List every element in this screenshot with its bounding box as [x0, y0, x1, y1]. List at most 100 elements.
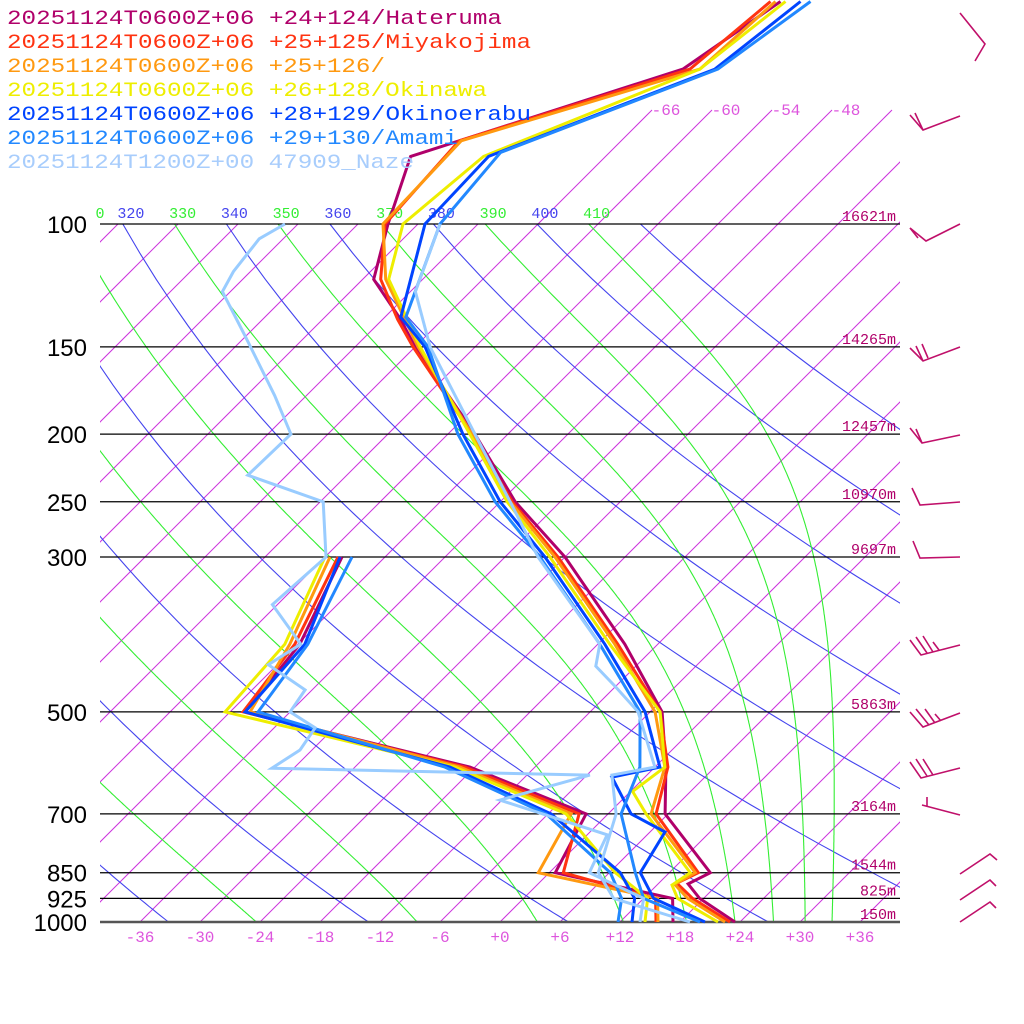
isotherm-label: -60 [712, 102, 741, 120]
isotherm-line [980, 110, 1024, 922]
temperature-trace [381, 0, 777, 924]
isotherm-label: -54 [772, 102, 801, 120]
temperature-tick-label: -30 [186, 929, 215, 947]
wind-barbs [909, 12, 998, 923]
height-label: 14265m [842, 332, 896, 349]
temperature-tick-label: +30 [786, 929, 815, 947]
wind-barb [909, 112, 961, 131]
wind-barb [909, 758, 961, 779]
legend-entry: 20251124T1200Z+00 47909_Naze [7, 152, 414, 175]
height-label: 150m [860, 907, 896, 924]
isotherm-line [100, 223, 359, 483]
isotherm-line [920, 110, 1024, 922]
theta-label: 400 [531, 206, 558, 223]
isotherms [100, 109, 1024, 923]
wind-barb [959, 878, 997, 901]
pressure-label: 250 [47, 490, 87, 517]
wind-barb [909, 427, 961, 444]
legend-entry: 20251124T0600Z+06 +28+129/Okinoerabu [7, 104, 531, 127]
isotherm-line [100, 223, 479, 603]
height-label: 825m [860, 883, 896, 900]
theta-label: 380 [428, 206, 455, 223]
dry-adiabat-line [329, 223, 900, 695]
isotherm-label: -66 [652, 102, 681, 120]
theta-label: 0 [95, 206, 104, 223]
pressure-label: 850 [47, 861, 87, 888]
wind-barb [959, 12, 986, 62]
legend-entry: 20251124T0600Z+06 +25+125/Miyakojima [7, 32, 531, 55]
pressure-label: 1000 [34, 910, 87, 937]
theta-label: 330 [169, 206, 196, 223]
legend-entry: 20251124T0600Z+06 +26+128/Okinawa [7, 80, 487, 103]
pressure-label: 700 [47, 802, 87, 829]
temperature-tick-label: -6 [430, 929, 449, 947]
isotherm-line [100, 109, 833, 843]
temperature-tick-label: +36 [846, 929, 875, 947]
dry-adiabat-line [536, 223, 900, 516]
theta-label: 360 [324, 206, 351, 223]
pressure-label: 150 [47, 335, 87, 362]
wind-barb [909, 708, 961, 728]
legend-entry: 20251124T0600Z+06 +24+124/Hateruma [7, 8, 502, 31]
isotherm-label: -48 [832, 102, 861, 120]
theta-label: 390 [480, 206, 507, 223]
wind-barb [921, 797, 961, 816]
wind-barb [959, 852, 998, 875]
temperature-trace [413, 223, 691, 924]
isotherm-line [679, 701, 900, 923]
theta-label: 340 [221, 206, 248, 223]
isotherm-line [319, 341, 900, 923]
height-label: 9697m [851, 542, 896, 559]
pressure-label: 100 [47, 212, 87, 239]
pressure-label: 925 [47, 886, 87, 913]
temperature-tick-label: -18 [306, 929, 335, 947]
temperature-trace [399, 0, 802, 924]
wind-barb [909, 223, 961, 242]
moist-adiabat-line [100, 781, 257, 923]
axis-labels: 100 16621m 150 14265m 200 12457m 250 10970m 300 9… [34, 102, 896, 947]
wind-barb [959, 900, 997, 923]
temperature-tick-label: +6 [550, 929, 569, 947]
isotherm-line [100, 109, 653, 663]
moist-adiabat-line [588, 223, 835, 922]
moist-adiabat-line [100, 274, 624, 923]
theta-label: 410 [583, 206, 610, 223]
isotherm-line [100, 109, 713, 723]
isotherm-line [100, 223, 419, 543]
pressure-label: 200 [47, 422, 87, 449]
isotherm-line [619, 641, 900, 923]
pressure-label: 500 [47, 700, 87, 727]
isotherm-line [100, 223, 299, 423]
theta-label: 320 [117, 206, 144, 223]
height-label: 12457m [842, 419, 896, 436]
temperature-trace [372, 0, 782, 924]
sounding-5 [255, 0, 812, 924]
isotherm-line [100, 223, 239, 363]
wind-barb [911, 487, 961, 506]
temperature-trace [404, 0, 812, 924]
height-label: 3164m [851, 799, 896, 816]
wind-barb [912, 540, 961, 559]
temperature-trace [387, 0, 787, 924]
height-label: 5863m [851, 697, 896, 714]
temperature-tick-label: +0 [490, 929, 509, 947]
isobars [100, 223, 900, 924]
legend: 20251124T0600Z+06 +24+124/Hateruma202511… [7, 8, 531, 175]
dewpoint-trace [255, 556, 624, 923]
isotherm-line [499, 521, 900, 923]
isotherm-line [199, 221, 900, 923]
isotherm-line [100, 109, 773, 783]
isotherm-line [439, 461, 900, 923]
legend-entry: 20251124T0600Z+06 +29+130/Amami [7, 128, 458, 151]
pressure-label: 300 [47, 545, 87, 572]
sounding-6 [220, 222, 691, 924]
isotherm-line [259, 281, 900, 923]
temperature-tick-label: +18 [666, 929, 695, 947]
isotherm-line [100, 109, 893, 903]
height-label: 16621m [842, 209, 896, 226]
dewpoint-trace [220, 222, 646, 923]
sounding-traces [220, 0, 812, 924]
isotherm-line [100, 223, 179, 303]
